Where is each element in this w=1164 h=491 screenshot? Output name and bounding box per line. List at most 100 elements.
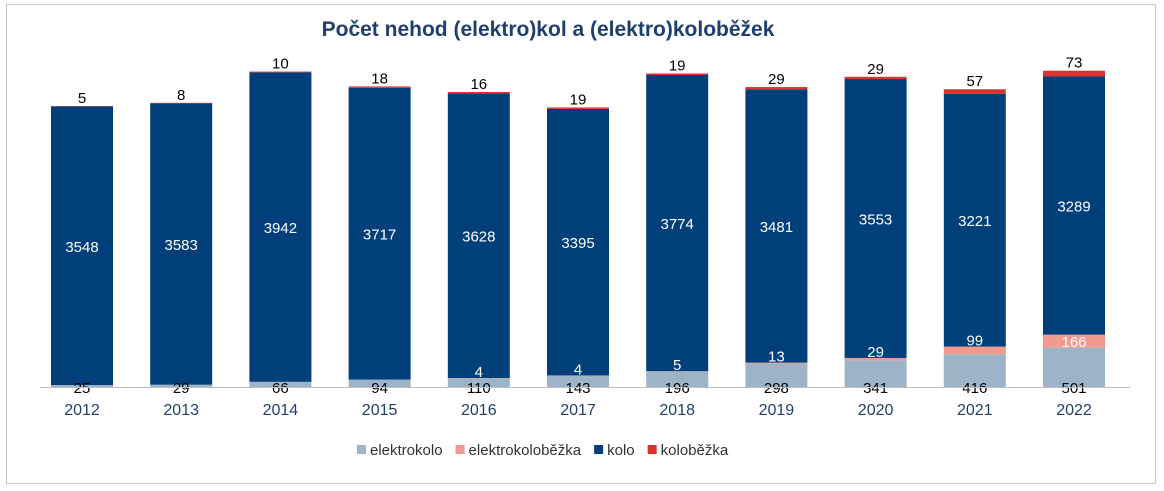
data-label-kolo-2015: 3717 bbox=[363, 227, 396, 244]
bar-elektrokolobezka-2022 bbox=[1043, 334, 1105, 348]
legend-item-elektrokolobezka: elektrokoloběžka bbox=[455, 442, 582, 459]
data-label-kolo-2012: 3548 bbox=[65, 239, 98, 256]
data-label-kolo-2019: 3481 bbox=[760, 219, 793, 236]
data-label-elektrokolobezka-2018: 5 bbox=[673, 357, 681, 374]
bar-kolo-2012 bbox=[51, 106, 113, 386]
x-tick-2019: 2019 bbox=[759, 402, 795, 419]
data-label-elektrokolo-2017: 143 bbox=[565, 380, 590, 397]
data-label-elektrokolobezka-2022: 166 bbox=[1061, 334, 1086, 351]
data-label-elektrokolo-2015: 94 bbox=[371, 380, 388, 397]
data-label-elektrokolo-2022: 501 bbox=[1061, 380, 1086, 397]
x-tick-2021: 2021 bbox=[957, 402, 993, 419]
bar-kolo-2013 bbox=[150, 103, 213, 385]
bar-elektrokolobezka-2019 bbox=[745, 362, 808, 364]
data-label-kolo-2018: 3774 bbox=[661, 216, 694, 233]
legend-label-elektrokolobezka: elektrokoloběžka bbox=[469, 442, 582, 459]
data-label-elektrokolo-2012: 25 bbox=[74, 380, 91, 397]
legend-item-elektrokolo: elektrokolo bbox=[357, 442, 443, 459]
bar-kolobezka-2013 bbox=[150, 102, 213, 104]
data-label-kolobezka-2013: 8 bbox=[177, 87, 185, 104]
legend-label-kolo: kolo bbox=[607, 442, 635, 459]
data-label-elektrokolo-2016: 110 bbox=[467, 380, 491, 397]
data-label-kolobezka-2012: 5 bbox=[78, 90, 86, 107]
bar-elektrokolo-2020 bbox=[844, 360, 907, 387]
bar-elektrokolo-2017 bbox=[547, 375, 609, 387]
x-tick-2014: 2014 bbox=[263, 402, 299, 419]
bar-kolo-2016 bbox=[447, 93, 510, 379]
data-label-kolobezka-2021: 57 bbox=[966, 73, 983, 90]
data-label-elektrokolobezka-2020: 29 bbox=[867, 344, 884, 361]
bar-elektrokolo-2022 bbox=[1043, 347, 1105, 387]
bar-elektrokolo-2012 bbox=[51, 385, 113, 387]
bar-kolo-2019 bbox=[745, 89, 808, 363]
data-label-kolo-2014: 3942 bbox=[264, 220, 297, 237]
legend-swatch-kolobezka bbox=[647, 445, 657, 454]
data-label-elektrokolo-2014: 66 bbox=[272, 380, 289, 397]
data-label-kolobezka-2018: 19 bbox=[669, 57, 686, 74]
data-label-kolobezka-2015: 18 bbox=[371, 70, 388, 87]
bar-elektrokolo-2015 bbox=[348, 379, 411, 387]
data-label-kolobezka-2017: 19 bbox=[570, 91, 587, 108]
data-label-kolo-2021: 3221 bbox=[958, 213, 991, 230]
bar-elektrokolo-2018 bbox=[646, 371, 709, 387]
bar-kolobezka-2020 bbox=[844, 76, 907, 80]
bar-kolo-2020 bbox=[844, 79, 907, 358]
x-tick-2013: 2013 bbox=[163, 402, 199, 419]
bar-kolo-2018 bbox=[646, 74, 709, 372]
data-label-kolobezka-2014: 10 bbox=[272, 56, 289, 73]
data-label-elektrokolobezka-2016: 4 bbox=[475, 364, 483, 381]
legend-swatch-elektrokolobezka bbox=[455, 445, 465, 454]
bar-elektrokolo-2021 bbox=[943, 354, 1006, 387]
bar-kolo-2014 bbox=[249, 72, 312, 382]
bar-kolobezka-2018 bbox=[646, 73, 709, 75]
x-tick-labels: 2012 2013 2014 2015 2016 2017 2018 2019 2020 2021… bbox=[64, 402, 1092, 419]
bar-kolobezka-2022 bbox=[1043, 70, 1105, 77]
x-tick-2020: 2020 bbox=[858, 402, 894, 419]
bar-kolobezka-2015 bbox=[348, 86, 411, 88]
data-label-kolobezka-2020: 29 bbox=[867, 61, 884, 78]
bar-kolobezka-2014 bbox=[249, 71, 312, 73]
bar-elektrokolo-2019 bbox=[745, 363, 808, 387]
bar-kolo-2021 bbox=[943, 93, 1006, 347]
bar-elektrokolo-2016 bbox=[447, 378, 510, 387]
bar-kolo-2015 bbox=[348, 87, 411, 380]
legend-label-elektrokolo: elektrokolo bbox=[370, 442, 443, 459]
bar-elektrokolo-2014 bbox=[249, 381, 312, 387]
data-label-elektrokolobezka-2019: 13 bbox=[768, 349, 785, 366]
data-label-kolo-2022: 3289 bbox=[1057, 199, 1090, 216]
x-tick-2015: 2015 bbox=[362, 402, 398, 419]
bar-kolobezka-2019 bbox=[745, 87, 808, 90]
x-tick-2018: 2018 bbox=[659, 402, 695, 419]
bar-kolobezka-2017 bbox=[547, 107, 609, 109]
legend: elektrokolo elektrokoloběžka kolo koloběžka bbox=[357, 442, 729, 459]
data-label-elektrokolobezka-2021: 99 bbox=[966, 333, 983, 350]
data-label-kolobezka-2016: 16 bbox=[470, 76, 487, 93]
data-label-elektrokolo-2020: 341 bbox=[863, 380, 888, 397]
data-label-elektrokolo-2013: 29 bbox=[173, 380, 190, 397]
x-tick-2016: 2016 bbox=[461, 402, 497, 419]
data-label-kolo-2017: 3395 bbox=[561, 235, 594, 252]
bar-elektrokolobezka-2020 bbox=[844, 357, 907, 361]
x-tick-2012: 2012 bbox=[64, 402, 100, 419]
bar-elektrokolobezka-2021 bbox=[943, 346, 1006, 355]
legend-item-kolo: kolo bbox=[594, 442, 635, 459]
legend-label-kolobezka: koloběžka bbox=[661, 442, 729, 459]
bar-elektrokolo-2013 bbox=[150, 384, 213, 387]
data-label-elektrokolo-2019: 298 bbox=[764, 380, 789, 397]
bar-kolo-2022 bbox=[1043, 76, 1105, 335]
x-tick-2022: 2022 bbox=[1056, 402, 1092, 419]
data-label-elektrokolo-2018: 196 bbox=[665, 380, 690, 397]
data-label-kolobezka-2019: 29 bbox=[768, 71, 785, 88]
bars-group: 2535485293583866394210943717181104362816… bbox=[51, 55, 1105, 397]
chart-title: Počet nehod (elektro)kol a (elektro)kolo… bbox=[322, 18, 775, 41]
legend-item-kolobezka: koloběžka bbox=[647, 442, 729, 459]
x-tick-2017: 2017 bbox=[560, 402, 596, 419]
bar-kolobezka-2016 bbox=[447, 91, 510, 94]
data-label-kolo-2016: 3628 bbox=[462, 229, 495, 246]
data-label-kolo-2020: 3553 bbox=[859, 211, 892, 228]
data-label-kolobezka-2022: 73 bbox=[1066, 55, 1083, 72]
data-label-kolo-2013: 3583 bbox=[165, 237, 198, 254]
bar-kolo-2017 bbox=[547, 108, 609, 376]
data-label-elektrokolobezka-2017: 4 bbox=[574, 361, 582, 378]
